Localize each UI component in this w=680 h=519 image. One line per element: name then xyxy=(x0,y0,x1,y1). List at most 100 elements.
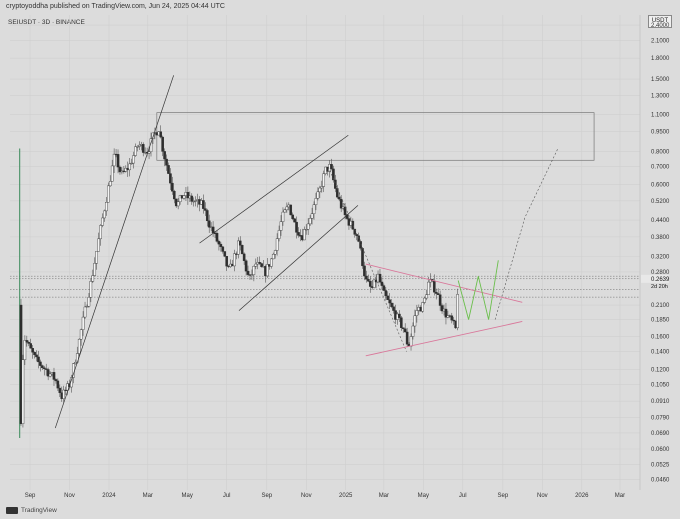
x-tick-label: May xyxy=(182,493,193,499)
candle-body xyxy=(211,226,215,234)
candle-body xyxy=(74,362,77,364)
candle-body xyxy=(291,214,294,219)
candle-body xyxy=(456,294,459,329)
candle-body xyxy=(58,387,62,393)
candle-body xyxy=(128,163,131,171)
candle-body xyxy=(93,263,97,276)
candle-body xyxy=(285,206,289,211)
candle-body xyxy=(403,328,407,333)
candle-body xyxy=(132,155,135,164)
candle-body xyxy=(87,297,91,307)
countdown-label: 2d 20h xyxy=(651,284,668,290)
y-tick-label: 0.1850 xyxy=(651,318,670,324)
x-tick-label: 2025 xyxy=(339,493,353,499)
candle-body xyxy=(316,191,320,199)
candle-body xyxy=(252,266,256,275)
candle-body xyxy=(33,351,36,356)
candle-body xyxy=(103,210,106,219)
candle-body xyxy=(79,329,83,340)
candle-body xyxy=(450,315,454,321)
candle-body xyxy=(172,191,176,200)
candle-body xyxy=(240,245,244,255)
x-tick-label: 2026 xyxy=(575,493,589,499)
candle-body xyxy=(425,294,428,299)
candle-body xyxy=(413,315,417,327)
candle-body xyxy=(134,146,137,156)
x-tick-label: Sep xyxy=(498,493,509,499)
candle-body xyxy=(91,275,95,282)
candle-body xyxy=(101,217,104,226)
candle-body xyxy=(163,151,166,160)
candle-body xyxy=(56,380,60,389)
candle-body xyxy=(427,281,430,295)
candle-body xyxy=(171,182,174,192)
candle-body xyxy=(372,279,376,288)
candle-body xyxy=(322,173,326,187)
x-axis: Sep Nov 2024 Mar May Jul Sep Nov 2025 Mar May Jul Se… xyxy=(25,493,625,499)
x-tick-label: Jul xyxy=(223,493,231,499)
breakdown-dotted-line xyxy=(327,166,407,352)
candle-body xyxy=(161,136,164,152)
candle-body xyxy=(178,195,182,203)
candles-layer xyxy=(19,125,459,439)
tradingview-brand: TradingView xyxy=(21,507,57,514)
candle-body xyxy=(190,195,194,202)
candle-body xyxy=(41,365,44,369)
candle-body xyxy=(151,132,155,139)
candle-body xyxy=(365,275,368,280)
candle-body xyxy=(44,368,48,370)
candle-body xyxy=(167,165,170,174)
x-tick-label: Nov xyxy=(64,493,75,499)
candle-body xyxy=(351,220,355,230)
candle-body xyxy=(279,221,283,231)
candle-body xyxy=(380,281,384,286)
candle-body xyxy=(359,241,362,249)
candle-body xyxy=(165,158,168,166)
candle-body xyxy=(147,151,151,154)
candle-body xyxy=(237,240,240,255)
candle-body xyxy=(89,281,93,298)
y-tick-label: 0.0790 xyxy=(651,415,670,421)
candle-body xyxy=(159,131,163,138)
candle-body xyxy=(310,213,314,219)
candle-body xyxy=(337,196,341,200)
candle-body xyxy=(31,348,34,353)
bull-trendline xyxy=(54,75,174,429)
x-tick-label: Jul xyxy=(459,493,467,499)
candle-body xyxy=(192,200,195,203)
candle-body xyxy=(320,186,324,189)
tradingview-footer[interactable]: TradingView xyxy=(6,507,57,514)
candle-body xyxy=(433,280,436,293)
candle-body xyxy=(438,294,442,306)
candle-body xyxy=(27,341,31,344)
candle-body xyxy=(29,343,32,349)
candle-body xyxy=(202,200,205,209)
candle-body xyxy=(46,369,50,377)
candle-body xyxy=(107,185,110,203)
candle-body xyxy=(141,144,145,153)
y-tick-label: 1.5000 xyxy=(651,77,670,83)
candle-body xyxy=(411,325,415,337)
y-tick-label: 0.0690 xyxy=(651,431,670,437)
candle-body xyxy=(215,232,219,242)
candle-body xyxy=(85,305,89,308)
candle-body xyxy=(194,200,197,202)
current-price-bg xyxy=(641,274,669,283)
candle-body xyxy=(273,250,277,255)
y-tick-label: 1.3000 xyxy=(651,94,670,100)
candle-body xyxy=(182,195,186,199)
y-tick-label: 0.4400 xyxy=(651,218,670,224)
channel-upper-line xyxy=(199,134,349,244)
candle-body xyxy=(297,232,300,236)
candle-body xyxy=(306,223,310,230)
candle-body xyxy=(130,162,133,165)
candle-body xyxy=(233,253,236,267)
candle-body xyxy=(388,299,391,304)
candle-body xyxy=(436,293,440,295)
currency-badge[interactable]: USDT xyxy=(648,15,672,28)
x-tick-label: Nov xyxy=(301,493,312,499)
candle-body xyxy=(409,336,413,347)
candle-body xyxy=(186,192,190,199)
candle-body xyxy=(169,173,172,184)
